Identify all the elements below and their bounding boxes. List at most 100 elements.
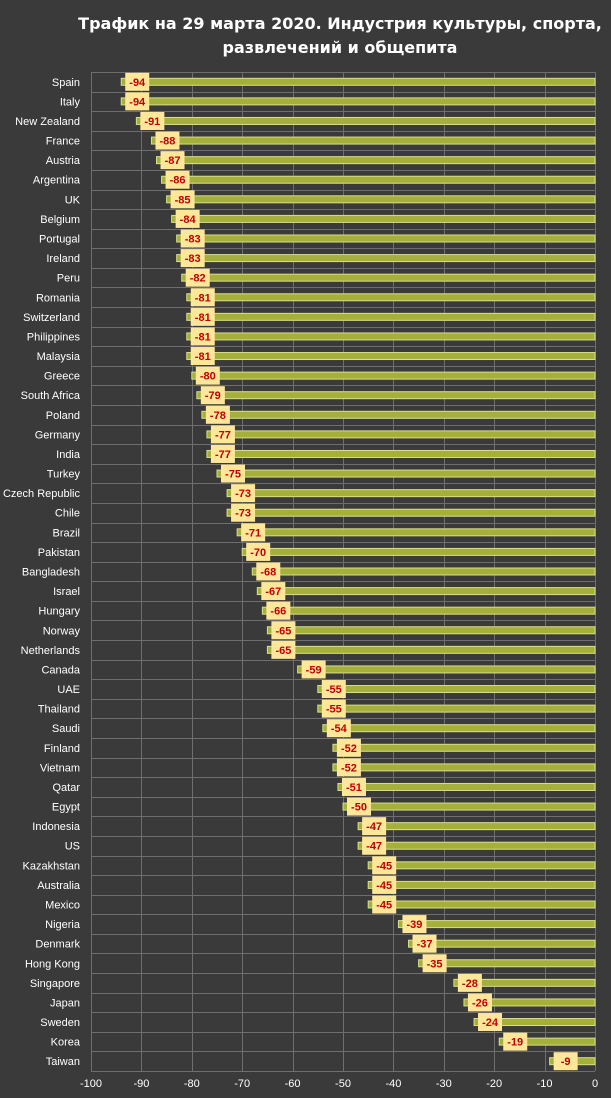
data-label: -37: [417, 939, 433, 951]
category-label: Denmark: [35, 939, 80, 951]
bars: -94 -94 -91-88 -87 -86 -85 -84 -83 -83 -82 -81 -81 -…: [120, 72, 596, 1071]
data-label: -52: [341, 762, 357, 774]
category-label: Hungary: [38, 606, 80, 618]
bar: [332, 743, 596, 752]
data-label: -85: [175, 194, 191, 206]
bar: [236, 528, 596, 537]
category-label: UK: [65, 194, 81, 206]
bar: [322, 724, 596, 733]
category-label: Taiwan: [46, 1056, 80, 1068]
category-label: Germany: [35, 429, 81, 441]
data-label: -45: [376, 860, 392, 872]
data-label-box: [125, 72, 150, 91]
category-label: Switzerland: [23, 312, 80, 324]
data-label-box: [372, 895, 397, 914]
data-label-box: [271, 640, 296, 659]
bar: [166, 195, 596, 204]
bar: [408, 939, 596, 948]
data-label: -77: [215, 449, 231, 461]
bar: [216, 469, 596, 478]
data-label: -73: [235, 488, 251, 500]
bar: [161, 175, 596, 184]
bar: [473, 1018, 596, 1027]
data-label-box: [503, 1032, 528, 1051]
bar: [120, 97, 596, 106]
data-label: -9: [561, 1056, 571, 1068]
data-label: -59: [306, 664, 322, 676]
category-label: Canada: [41, 664, 80, 676]
data-label-box: [241, 523, 266, 542]
bar: [241, 547, 596, 556]
x-tick-label: -50: [335, 1078, 351, 1090]
data-label: -68: [260, 567, 276, 579]
category-label: Australia: [37, 880, 81, 892]
data-label-box: [412, 934, 437, 953]
category-label: Romania: [36, 292, 81, 304]
data-label-box: [170, 190, 195, 209]
data-label-box: [210, 425, 235, 444]
x-tick-label: 0: [592, 1078, 598, 1090]
data-label-box: [347, 797, 371, 816]
bar: [261, 606, 596, 615]
data-label: -81: [195, 331, 211, 343]
data-label: -70: [250, 547, 266, 559]
bar: [332, 763, 596, 772]
bar: [256, 587, 596, 596]
data-label-box: [271, 621, 296, 640]
category-label: Poland: [46, 410, 80, 422]
x-tick-label: -100: [80, 1078, 102, 1090]
data-label: -47: [366, 821, 382, 833]
data-label: -50: [351, 802, 367, 814]
bar: [186, 332, 596, 341]
data-label: -88: [160, 136, 176, 148]
data-label: -28: [462, 978, 478, 990]
bar: [196, 391, 596, 400]
category-label: France: [46, 136, 80, 148]
data-label-box: [180, 229, 205, 248]
data-label-box: [175, 209, 200, 228]
data-label-box: [221, 464, 245, 483]
chart-title-line-1: Трафик на 29 марта 2020. Индустрия культ…: [78, 14, 602, 33]
bar: [498, 1037, 596, 1046]
data-label-box: [321, 680, 346, 699]
category-label: Pakistan: [38, 547, 80, 559]
bar: [150, 136, 596, 145]
data-label: -66: [270, 606, 286, 618]
data-label-box: [341, 777, 366, 796]
category-label: Indonesia: [32, 821, 81, 833]
data-label: -55: [326, 704, 342, 716]
data-label-box: [231, 503, 256, 522]
bar: [463, 998, 596, 1007]
data-label: -65: [275, 645, 291, 657]
bar: [176, 254, 596, 263]
category-label: India: [56, 449, 81, 461]
x-tick-label: -70: [234, 1078, 250, 1090]
bar: [367, 880, 596, 889]
data-label: -67: [265, 586, 281, 598]
category-label: Saudi: [52, 723, 80, 735]
category-label: Argentina: [33, 175, 81, 187]
bar: [186, 293, 596, 302]
data-label-box: [336, 738, 361, 757]
data-label: -94: [129, 77, 146, 89]
bar: [337, 782, 596, 791]
data-label-box: [362, 817, 387, 836]
bar: [191, 371, 596, 380]
category-label: Vietnam: [40, 762, 80, 774]
data-label: -35: [427, 958, 443, 970]
bar: [226, 489, 596, 498]
data-label: -81: [195, 292, 211, 304]
data-label-box: [467, 993, 492, 1012]
data-label-box: [372, 856, 397, 875]
category-label: Philippines: [27, 331, 81, 343]
category-label: US: [65, 841, 80, 853]
data-label-box: [372, 875, 397, 894]
bar: [367, 861, 596, 870]
category-label: New Zealand: [15, 116, 80, 128]
x-tick-label: -10: [537, 1078, 553, 1090]
data-label: -54: [331, 723, 348, 735]
category-label: Mexico: [45, 900, 80, 912]
bar: [297, 665, 596, 674]
bar: [135, 116, 596, 125]
